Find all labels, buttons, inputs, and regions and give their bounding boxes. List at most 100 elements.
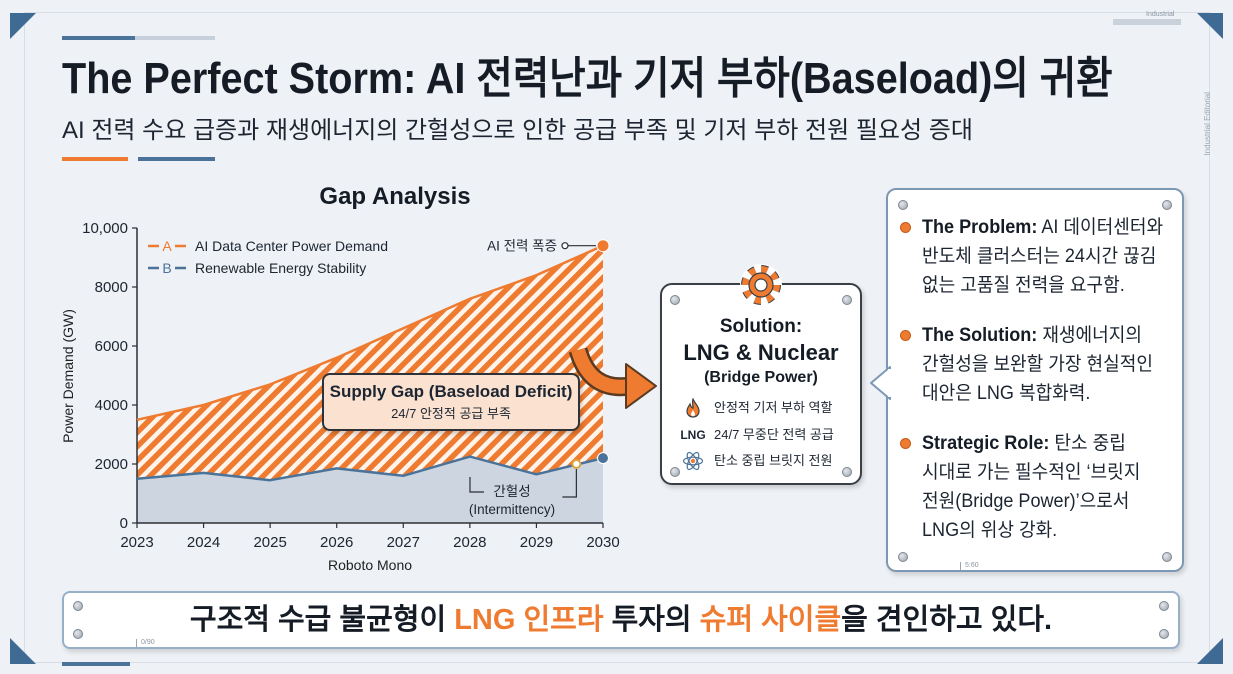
intermittency-bracket [469,477,484,493]
supply-gap-area [137,245,603,481]
peak-annotation-dot [561,242,569,250]
insight-panel: The Problem: AI 데이터센터와 반도체 클러스터는 24시간 끊김… [870,188,1184,572]
intermittency-bracket [562,469,577,498]
panel-item-label: The Problem: [922,217,1038,238]
legend-label: AI Data Center Power Demand [195,238,388,254]
legend-item-b: B Renewable Energy Stability [148,260,366,276]
panel-item-text: LNG의 위상 강화. [922,520,1058,541]
panel-pointer [870,366,892,400]
screw-icon [73,629,83,639]
solution-item-text: 24/7 무중단 전력 공급 [714,427,834,442]
legend-key: A [162,238,172,254]
y-tick-label: 4000 [95,397,128,414]
x-tick-label: 2027 [387,534,420,551]
legend-key: B [162,260,171,276]
screw-icon [898,552,908,562]
corner-tag: Industrial [1146,11,1175,18]
page-subtitle: AI 전력 수요 급증과 재생에너지의 간헐성으로 인한 공급 부족 및 기저 … [62,117,973,144]
solution-item: LNG 24/7 무중단 전력 공급 [662,425,860,445]
gear-icon [740,264,782,306]
panel-item-label: Strategic Role: [922,433,1050,454]
solution-item-text: 안정적 기저 부하 역할 [714,400,833,415]
panel-item-text: 간헐성을 보완할 가장 현실적인 [922,354,1153,375]
solution-item: 탄소 중립 브릿지 전원 [662,451,860,471]
bullet-dot-icon [900,438,911,449]
panel-tag: 5:60 [960,562,979,570]
bullet-dot-icon [900,222,911,233]
accent-bar [1113,19,1181,25]
supply-gap-title: Supply Gap (Baseload Deficit) [329,382,573,401]
y-axis-label: Power Demand (GW) [60,309,76,443]
conclusion-banner: 구조적 수급 불균형이 LNG 인프라 투자의 슈퍼 사이클을 견인하고 있다.… [62,591,1180,649]
conclusion-text: 구조적 수급 불균형이 LNG 인프라 투자의 슈퍼 사이클을 견인하고 있다. [64,593,1178,647]
panel-item-text: 없는 고품질 전력을 요구함. [922,275,1125,296]
y-tick-label: 8000 [95,279,128,296]
screw-icon [670,295,680,305]
solution-item: 안정적 기저 부하 역할 [662,398,860,418]
atom-icon [676,451,710,471]
screw-icon [842,295,852,305]
side-tag: Industrial Editorial [1203,92,1212,156]
conclusion-highlight: 슈퍼 사이클 [699,604,842,636]
panel-item-text: AI 데이터센터와 [1041,217,1164,238]
solution-heading: Solution: [719,316,803,337]
series-a-point [596,239,610,253]
solution-item-text: 탄소 중립 브릿지 전원 [714,453,833,468]
solution-title: LNG & Nuclear [683,340,839,365]
panel-item-text: 시대로 가는 필수적인 ‘브릿지 [922,462,1141,483]
x-tick-label: 2024 [187,534,220,551]
panel-item-label: The Solution: [922,325,1038,346]
lng-icon: LNG [680,428,706,442]
y-tick-label: 6000 [95,338,128,355]
screw-icon [1159,629,1169,639]
legend-label: Renewable Energy Stability [195,260,366,276]
bullet-dot-icon [900,330,911,341]
x-axis-label: Roboto Mono [328,557,412,573]
screw-icon [1162,552,1172,562]
x-tick-label: 2029 [520,534,553,551]
conclusion-text-part: 을 견인하고 있다. [841,604,1053,636]
curved-arrow-icon [568,346,657,409]
intermittency-label: 간헐성 [493,484,530,499]
accent-bar [62,36,135,40]
screw-icon [1159,601,1169,611]
conclusion-highlight: LNG 인프라 [454,604,604,636]
screw-icon [842,467,852,477]
supply-gap-callout: Supply Gap (Baseload Deficit) 24/7 안정적 공… [322,373,580,431]
gap-analysis-chart: Gap Analysis 2023 2024 2025 2026 2027 2028 202… [60,183,620,573]
accent-bar [62,157,128,161]
panel-item-text: 전원(Bridge Power)’으로서 [922,491,1130,512]
screw-icon [670,467,680,477]
supply-gap-subtitle: 24/7 안정적 공급 부족 [391,406,511,421]
x-tick-label: 2023 [120,534,153,551]
banner-tag: 0/90 [136,639,155,647]
panel-item-text: 탄소 중립 [1054,433,1126,454]
intermittency-marker [571,459,582,469]
conclusion-text-part: 구조적 수급 불균형이 [189,604,455,636]
series-b-point [597,452,609,465]
x-tick-label: 2028 [453,534,486,551]
x-tick-label: 2030 [586,534,619,551]
legend-item-a: A AI Data Center Power Demand [148,238,388,254]
x-tick-label: 2025 [253,534,286,551]
panel-item-text: 재생에너지의 [1042,325,1142,346]
y-tick-label: 0 [120,515,128,532]
chart-title: Gap Analysis [319,183,470,210]
screw-icon [1162,200,1172,210]
series-b-line [136,455,604,482]
solution-card: Solution: LNG & Nuclear (Bridge Power) 안… [660,264,862,485]
screw-icon [73,601,83,611]
accent-bar [62,662,130,666]
page-frame [24,12,1210,663]
accent-bar [135,36,215,40]
flame-icon [676,398,710,418]
y-tick-label: 10,000 [82,220,128,237]
panel-item-text: 반도체 클러스터는 24시간 끊김 [922,246,1157,267]
conclusion-text-part: 투자의 [603,604,700,636]
page-title: The Perfect Storm: AI 전력난과 기저 부하(Baseloa… [62,54,1113,103]
renewable-area [137,456,603,523]
screw-icon [898,200,908,210]
solution-subtitle: (Bridge Power) [704,369,818,386]
accent-bar [138,157,215,161]
series-a-line [136,244,604,422]
